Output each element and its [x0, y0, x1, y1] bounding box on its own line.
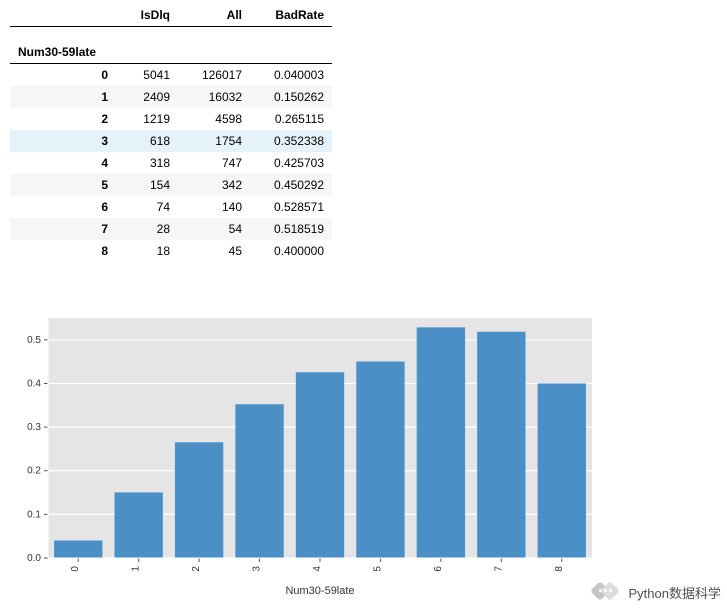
row-index: 5 — [10, 174, 116, 196]
cell-badrate: 0.528571 — [250, 196, 332, 218]
table-row: 43187470.425703 — [10, 152, 332, 174]
cell-isdlq: 74 — [116, 196, 178, 218]
cell-isdlq: 5041 — [116, 64, 178, 87]
cell-all: 16032 — [178, 86, 250, 108]
y-tick-label: 0.4 — [27, 378, 41, 389]
bar — [538, 383, 586, 558]
cell-all: 140 — [178, 196, 250, 218]
cell-badrate: 0.518519 — [250, 218, 332, 240]
table-body: 050411260170.04000312409160320.150262212… — [10, 64, 332, 263]
watermark: Python数据科学 — [589, 578, 721, 606]
wechat-icon — [589, 578, 623, 606]
x-axis-label: Num30-59late — [285, 585, 354, 597]
bar-chart: 0.0 0.1 0.2 0.3 0.4 0.5 0 1 2 3 4 5 6 7 8 Num30-59late — [10, 312, 600, 612]
y-tick-label: 0.3 — [27, 422, 41, 433]
table-corner — [10, 4, 116, 27]
bar — [417, 327, 465, 558]
row-index: 6 — [10, 196, 116, 218]
row-index: 1 — [10, 86, 116, 108]
cell-badrate: 0.040003 — [250, 64, 332, 87]
cell-all: 342 — [178, 174, 250, 196]
cell-badrate: 0.265115 — [250, 108, 332, 130]
table-row: 51543420.450292 — [10, 174, 332, 196]
table-index-name: Num30-59late — [10, 27, 332, 64]
bar — [175, 442, 223, 558]
table-row: 361817540.352338 — [10, 130, 332, 152]
bar — [235, 404, 283, 558]
cell-isdlq: 1219 — [116, 108, 178, 130]
y-tick-label: 0.1 — [27, 509, 41, 520]
cell-badrate: 0.352338 — [250, 130, 332, 152]
cell-all: 126017 — [178, 64, 250, 87]
cell-badrate: 0.425703 — [250, 152, 332, 174]
data-table: IsDlq All BadRate Num30-59late 050411260… — [10, 4, 332, 262]
x-tick-label: 6 — [433, 566, 444, 572]
row-index: 7 — [10, 218, 116, 240]
table-row: 6741400.528571 — [10, 196, 332, 218]
table-row: 818450.400000 — [10, 240, 332, 262]
cell-all: 747 — [178, 152, 250, 174]
cell-all: 54 — [178, 218, 250, 240]
y-tick-label: 0.2 — [27, 466, 41, 477]
x-tick-label: 7 — [493, 566, 504, 572]
x-tick-label: 1 — [131, 566, 142, 572]
table-row: 050411260170.040003 — [10, 64, 332, 87]
row-index: 3 — [10, 130, 116, 152]
bar — [477, 332, 525, 558]
bar — [54, 541, 102, 558]
x-tick-label: 0 — [70, 566, 81, 572]
cell-isdlq: 18 — [116, 240, 178, 262]
table-header-row: IsDlq All BadRate — [10, 4, 332, 27]
x-tick-label: 3 — [252, 566, 263, 572]
cell-isdlq: 154 — [116, 174, 178, 196]
y-tick-label: 0.5 — [27, 335, 41, 346]
row-index: 8 — [10, 240, 116, 262]
cell-isdlq: 28 — [116, 218, 178, 240]
y-tick-label: 0.0 — [27, 553, 41, 564]
bar — [114, 492, 162, 558]
bar — [356, 362, 404, 558]
table-row: 2121945980.265115 — [10, 108, 332, 130]
bar — [296, 372, 344, 558]
cell-isdlq: 618 — [116, 130, 178, 152]
row-index: 0 — [10, 64, 116, 87]
x-tick-label: 2 — [191, 566, 202, 572]
col-header-isdlq: IsDlq — [116, 4, 178, 27]
x-tick-label: 5 — [372, 566, 383, 572]
cell-all: 1754 — [178, 130, 250, 152]
watermark-text: Python数据科学 — [629, 583, 721, 602]
cell-all: 4598 — [178, 108, 250, 130]
cell-all: 45 — [178, 240, 250, 262]
x-tick-label: 4 — [312, 566, 323, 572]
x-tick-label: 8 — [554, 566, 565, 572]
cell-badrate: 0.150262 — [250, 86, 332, 108]
row-index: 4 — [10, 152, 116, 174]
table-row: 728540.518519 — [10, 218, 332, 240]
table-row: 12409160320.150262 — [10, 86, 332, 108]
cell-isdlq: 2409 — [116, 86, 178, 108]
row-index: 2 — [10, 108, 116, 130]
cell-badrate: 0.450292 — [250, 174, 332, 196]
cell-isdlq: 318 — [116, 152, 178, 174]
col-header-all: All — [178, 4, 250, 27]
cell-badrate: 0.400000 — [250, 240, 332, 262]
col-header-badrate: BadRate — [250, 4, 332, 27]
bar-chart-svg: 0.0 0.1 0.2 0.3 0.4 0.5 0 1 2 3 4 5 6 7 8 Num30-59late — [10, 312, 600, 600]
table-index-name-row: Num30-59late — [10, 27, 332, 64]
